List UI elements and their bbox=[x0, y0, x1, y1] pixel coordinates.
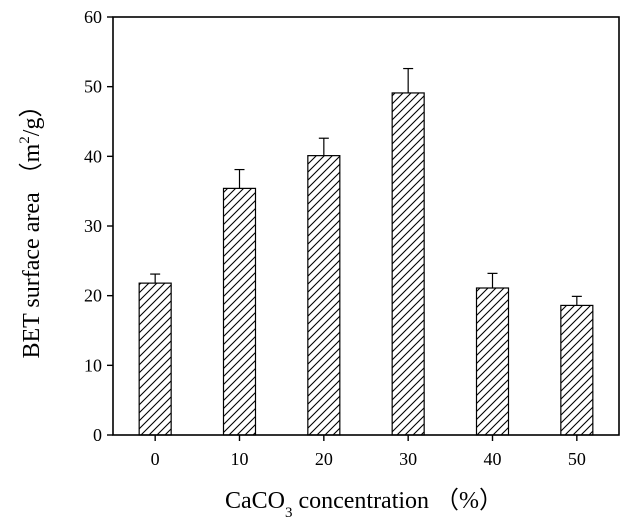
x-tick-label-10: 10 bbox=[231, 449, 249, 469]
y-tick-label-10: 10 bbox=[84, 355, 102, 375]
bar-10 bbox=[222, 187, 257, 436]
error-bars-group bbox=[150, 67, 582, 306]
bar-0 bbox=[138, 282, 172, 436]
x-tick-label-0: 0 bbox=[151, 449, 160, 469]
y-tick-label-0: 0 bbox=[93, 425, 102, 445]
bar-50 bbox=[560, 304, 594, 436]
y-tick-label-20: 20 bbox=[84, 286, 102, 306]
x-axis-title: CaCO3 concentration （%） bbox=[225, 488, 503, 521]
y-tick-label-30: 30 bbox=[84, 216, 102, 236]
bar-40 bbox=[475, 287, 510, 436]
x-tick-label-50: 50 bbox=[568, 449, 586, 469]
y-axis-title: BET surface area （m2/g） bbox=[17, 94, 45, 359]
x-tick-label-30: 30 bbox=[399, 449, 417, 469]
plot-frame bbox=[112, 16, 620, 436]
x-tick-label-20: 20 bbox=[315, 449, 333, 469]
y-tick-label-40: 40 bbox=[84, 146, 102, 166]
bars-group bbox=[138, 92, 594, 436]
y-tick-label-60: 60 bbox=[84, 7, 102, 27]
x-tick-label-40: 40 bbox=[484, 449, 502, 469]
y-tick-label-50: 50 bbox=[84, 77, 102, 97]
bar-30 bbox=[391, 92, 425, 436]
x-axis: 0 10 20 30 40 50 bbox=[151, 435, 586, 469]
y-axis: 0 10 20 30 40 50 60 bbox=[84, 7, 113, 445]
bar-20 bbox=[307, 155, 341, 436]
